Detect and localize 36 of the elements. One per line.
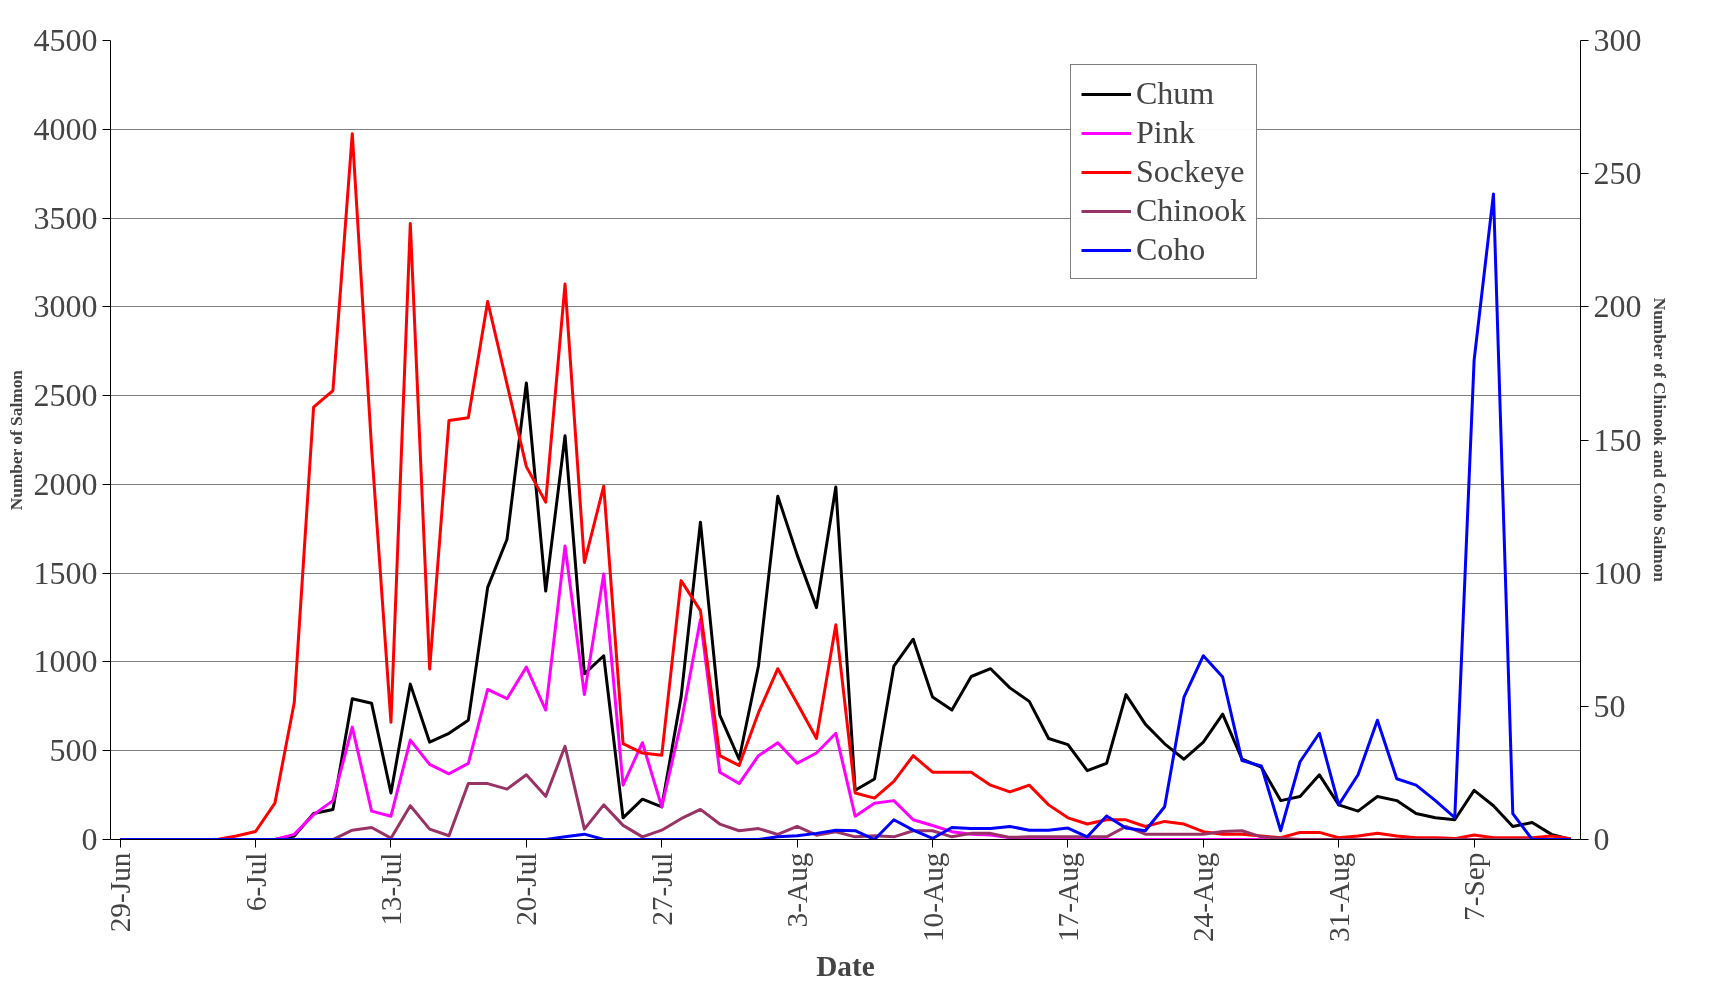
legend-label: Sockeye [1136, 153, 1245, 190]
y-axis-title: Number of Salmon [6, 369, 26, 511]
y-tick-label: 4000 [33, 110, 98, 147]
y-tick-label: 2500 [33, 377, 98, 414]
y2-tick-label: 250 [1593, 155, 1642, 192]
y2-tick-label: 100 [1593, 554, 1642, 591]
x-tick-label: 20-Jul [510, 852, 543, 926]
x-tick-label: 29-Jun [104, 852, 137, 933]
x-tick-label: 3-Aug [781, 852, 814, 928]
x-tick-label: 17-Aug [1051, 852, 1084, 943]
y2-tick-label: 50 [1593, 687, 1626, 724]
x-tick-label: 24-Aug [1187, 852, 1220, 943]
y-tick-label: 500 [49, 732, 98, 769]
legend-label: Chum [1136, 75, 1215, 112]
x-tick-label: 31-Aug [1322, 852, 1355, 943]
y2-tick-label: 200 [1593, 288, 1642, 325]
y-tick-label: 1500 [33, 554, 98, 591]
x-tick-label: 27-Jul [645, 852, 678, 926]
y-tick-label: 2000 [33, 465, 98, 502]
y2-tick-label: 0 [1593, 821, 1610, 857]
y-tick-label: 1000 [33, 643, 98, 680]
legend-label: Coho [1136, 231, 1206, 268]
x-axis-title: Date [816, 950, 875, 983]
y-tick-label: 3500 [33, 199, 98, 236]
y2-tick-label: 300 [1593, 22, 1642, 58]
x-tick-label: 10-Aug [916, 852, 949, 943]
x-tick-label: 7-Sep [1458, 852, 1491, 921]
y-tick-label: 3000 [33, 288, 98, 325]
legend-label: Pink [1136, 114, 1195, 151]
legend-label: Chinook [1136, 192, 1247, 229]
y2-axis-title: Number of Chinook and Coho Salmon [1649, 297, 1669, 583]
y-tick-label: 0 [81, 821, 98, 857]
x-tick-label: 6-Jul [239, 852, 272, 912]
x-tick-label: 13-Jul [374, 852, 407, 926]
y-tick-label: 4500 [33, 22, 98, 58]
y2-tick-label: 150 [1593, 421, 1642, 458]
